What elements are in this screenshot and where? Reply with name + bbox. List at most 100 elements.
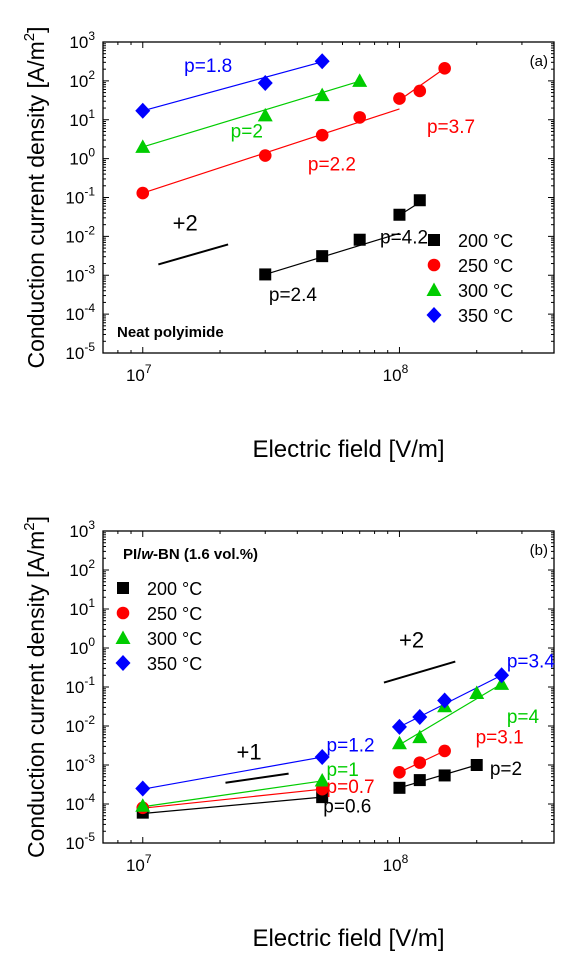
fit-line	[399, 764, 477, 789]
legend-marker	[115, 630, 131, 644]
p-annotation: p=4.2	[380, 228, 428, 249]
fit-line	[142, 780, 323, 808]
y-tick-label: 101	[69, 596, 95, 619]
panel-note: PI/w-BN (1.6 vol.%)	[123, 546, 258, 563]
data-point	[259, 268, 272, 281]
y-tick-label: 103	[69, 518, 95, 541]
panel-label: (b)	[530, 542, 548, 559]
y-tick-label: 100	[69, 146, 95, 169]
y-tick-label: 102	[69, 68, 95, 91]
p-annotation: p=2	[490, 759, 522, 780]
data-point	[437, 692, 453, 709]
y-tick-label: 101	[69, 107, 95, 130]
p-annotation: p=0.6	[323, 797, 371, 818]
data-point	[257, 75, 273, 92]
legend-label: 250 °C	[458, 256, 513, 276]
x-tick-label: 107	[126, 362, 152, 385]
data-point	[393, 765, 406, 779]
p-annotation: p=1	[327, 760, 359, 781]
y-tick-label: 10-4	[65, 301, 95, 324]
x-tick-label: 108	[383, 852, 409, 875]
x-tick-label: 108	[383, 362, 409, 385]
legend-label: 300 °C	[458, 281, 513, 301]
y-tick-label: 10-4	[65, 791, 95, 814]
y-tick-label: 10-1	[65, 674, 95, 697]
y-tick-label: 10-3	[65, 262, 95, 285]
data-point	[314, 53, 330, 70]
legend-marker	[428, 234, 440, 246]
legend-marker	[117, 582, 129, 594]
fit-line	[142, 788, 323, 809]
y-axis-title: Conduction current density [A/m2]	[21, 516, 49, 858]
y-tick-label: 103	[69, 29, 95, 52]
data-point	[413, 84, 427, 98]
data-point	[391, 735, 407, 750]
slope-label: +2	[399, 628, 424, 653]
data-point	[391, 718, 407, 735]
legend-label: 200 °C	[147, 579, 202, 599]
fit-line	[265, 232, 400, 275]
data-point	[413, 194, 426, 207]
data-point	[135, 798, 151, 812]
data-point	[438, 62, 451, 75]
data-point	[314, 773, 330, 787]
p-annotation: p=1.8	[184, 56, 232, 77]
fit-line	[142, 756, 323, 790]
p-annotation: p=3.4	[507, 651, 556, 672]
y-tick-label: 10-3	[65, 752, 95, 775]
p-annotation: p=2.2	[308, 154, 356, 175]
data-point	[412, 729, 428, 744]
data-point	[257, 107, 273, 122]
slope-label: +2	[173, 210, 198, 235]
p-annotation: p=1.2	[327, 736, 375, 757]
p-annotation: p=0.7	[327, 777, 375, 798]
slope-guide	[158, 243, 229, 266]
x-axis-title: Electric field [V/m]	[252, 925, 444, 952]
legend-label: 200 °C	[458, 231, 513, 251]
data-point	[258, 149, 272, 162]
fit-line	[399, 683, 502, 746]
legend-label: 250 °C	[147, 604, 202, 624]
y-tick-label: 100	[69, 635, 95, 658]
fit-line	[142, 108, 400, 194]
panel-a: 10-5 10-4 10-3 10-2 10-1 100 101 102 103 107 108 El…	[21, 26, 555, 463]
data-point	[438, 744, 451, 758]
legend-marker	[426, 282, 442, 296]
panel-label: (a)	[530, 53, 548, 70]
data-point	[353, 233, 366, 246]
x-tick-label: 107	[126, 852, 152, 875]
legend-label: 350 °C	[147, 654, 202, 674]
p-annotation: p=2	[231, 121, 263, 142]
data-point	[413, 774, 426, 787]
data-point	[412, 709, 428, 726]
data-point	[314, 749, 330, 766]
slope-label: +1	[236, 740, 261, 765]
data-point	[315, 128, 329, 142]
p-annotation: p=3.7	[427, 117, 475, 138]
data-point	[470, 759, 483, 771]
data-point	[393, 781, 406, 794]
data-point	[135, 102, 151, 119]
panel-note: Neat polyimide	[117, 324, 224, 341]
p-annotation: p=4	[507, 707, 540, 728]
data-point	[413, 756, 427, 769]
data-point	[135, 780, 151, 797]
fit-line	[142, 61, 323, 112]
data-point	[352, 73, 368, 87]
data-point	[393, 92, 406, 105]
data-point	[353, 111, 366, 124]
p-annotation: p=3.1	[476, 727, 524, 748]
fit-line	[142, 796, 323, 815]
data-point	[135, 139, 151, 153]
y-tick-label: 10-5	[65, 830, 95, 853]
y-tick-label: 102	[69, 557, 95, 580]
data-point	[393, 208, 406, 221]
legend-marker	[116, 606, 130, 620]
data-point	[136, 186, 150, 200]
legend-marker	[115, 655, 131, 671]
panel-b: 10-5 10-4 10-3 10-2 10-1 100 101 102 103 107 108 El…	[21, 516, 555, 952]
y-tick-label: 10-2	[65, 713, 95, 736]
p-annotation: p=2.4	[269, 285, 318, 306]
